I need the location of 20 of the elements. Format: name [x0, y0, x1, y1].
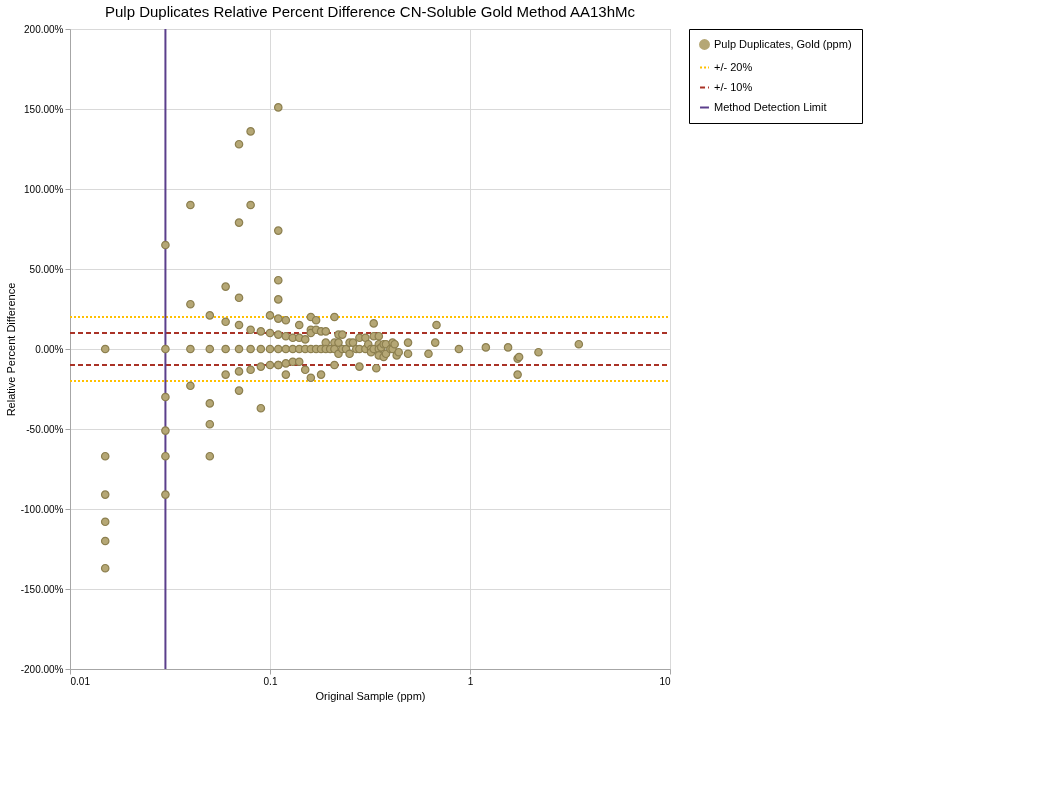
- y-axis-title: Relative Percent Difference: [4, 282, 17, 417]
- legend-label: +/- 10%: [714, 80, 753, 93]
- y-tick-label: -200.00%: [20, 663, 64, 675]
- y-tick-label: 50.00%: [29, 263, 64, 275]
- y-tick-label: -50.00%: [26, 423, 64, 435]
- y-tick-label: 0.00%: [35, 343, 64, 355]
- legend-label: Pulp Duplicates, Gold (ppm): [714, 37, 852, 50]
- x-axis-title: Original Sample (ppm): [315, 689, 426, 702]
- x-tick-label: 10: [659, 675, 671, 687]
- y-tick-label: 100.00%: [24, 183, 64, 195]
- y-tick-label: 200.00%: [24, 23, 64, 35]
- y-tick-label: -100.00%: [20, 503, 64, 515]
- chart-title: Pulp Duplicates Relative Percent Difference CN-Soluble Gold Method AA13hMc: [105, 3, 636, 20]
- y-tick-label: 150.00%: [24, 103, 64, 115]
- legend-label: +/- 20%: [714, 60, 753, 73]
- x-tick-label: 0.01: [70, 675, 91, 687]
- y-tick-label: -150.00%: [20, 583, 64, 595]
- x-tick-label: 1: [467, 675, 474, 687]
- legend-label: Method Detection Limit: [714, 100, 827, 113]
- x-tick-label: 0.1: [263, 675, 278, 687]
